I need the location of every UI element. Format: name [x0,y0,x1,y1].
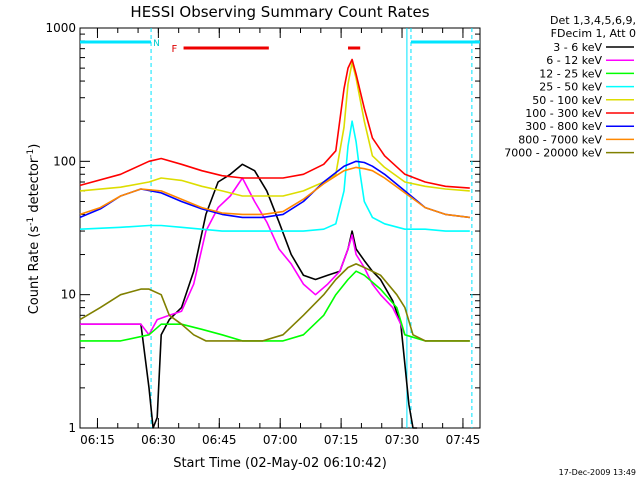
y-axis-label: Count Rate (s-1 detector-1) [26,144,42,315]
series-line-7 [79,160,470,219]
x-axis-label: Start Time (02-May-02 06:10:42) [173,456,387,471]
series-line-9 [79,263,470,342]
series-line-4 [79,120,470,232]
legend-entry-9: 7000 - 20000 keV [504,147,602,160]
legend-entry-3: 12 - 25 keV [539,67,602,80]
y-tick-label: 100 [53,154,76,168]
legend-header-2: FDecim 1, Att 0 [551,27,636,40]
legend-header-1: Det 1,3,4,5,6,9, [550,14,636,27]
y-label-part-1: Count Rate (s [27,226,42,315]
night-flag-label: N [153,39,160,49]
x-axis: 06:15 06:30 06:45 07:00 07:15 07:30 07:45 [80,28,480,447]
series-line-2 [80,177,406,336]
x-tick-label: 06:30 [141,433,176,447]
y-tick-label: 1 [68,421,76,435]
y-tick-label: 1000 [45,21,76,35]
legend-entry-5: 50 - 100 keV [532,94,602,107]
legend: Det 1,3,4,5,6,9, FDecim 1, Att 0 3 - 6 k… [504,14,636,160]
flare-flag-label: F [172,44,178,55]
x-tick-label: 07:15 [324,433,359,447]
legend-entry-7: 300 - 800 keV [525,120,602,133]
y-label-part-3: ) [27,144,42,149]
plot-border [79,27,481,429]
legend-entry-8: 800 - 7000 keV [518,133,602,146]
legend-entry-4: 25 - 50 keV [539,81,602,94]
series-line-1 [80,163,418,429]
y-label-part-2: detector [27,157,42,217]
x-tick-label: 06:15 [80,433,115,447]
x-tick-label: 07:30 [385,433,420,447]
legend-entry-6: 100 - 300 keV [525,107,602,120]
y-label-sup-2: -1 [26,149,36,158]
series-line-6 [79,58,470,189]
series-lines [79,58,470,429]
series-line-3 [80,270,470,342]
x-tick-label: 07:00 [263,433,298,447]
legend-entry-1: 3 - 6 keV [553,41,602,54]
legend-entry-2: 6 - 12 keV [546,54,602,67]
chart-title: HESSI Observing Summary Count Rates [130,3,429,21]
x-tick-label: 06:45 [202,433,237,447]
y-tick-label: 10 [61,288,76,302]
timestamp: 17-Dec-2009 13:49 [559,468,636,477]
y-label-sup-1: -1 [26,217,36,226]
plot-frame [79,27,481,429]
series-line-8 [79,166,470,219]
x-tick-label: 07:45 [446,433,481,447]
